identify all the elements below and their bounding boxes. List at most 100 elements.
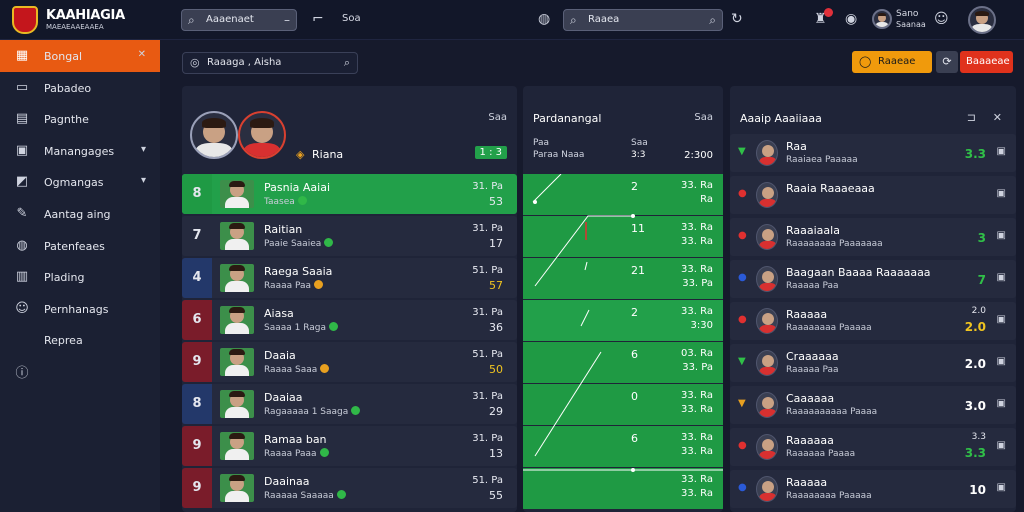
item-score: 3.0 xyxy=(964,399,986,413)
table-row[interactable]: 9 Ramaa ban Raaaa Paaa 31. Pa 13 xyxy=(182,426,517,466)
sidebar-item-3[interactable]: ▣ Manangages ▾ xyxy=(0,135,160,167)
player-subtitle: Paaie Saaiea xyxy=(264,238,334,249)
list-item[interactable]: ● Raaaiaala Raaaaaaaa Paaaaaaa 3 ▣ xyxy=(730,218,1016,256)
app-logo[interactable]: KAAHIAGIA MAEAEAAEAAEA xyxy=(12,6,162,34)
sidebar-item-6[interactable]: ◍ Patenfeaes xyxy=(0,230,160,262)
bookmark-icon[interactable]: ⊐ xyxy=(966,111,976,124)
list-item[interactable]: ▼ Craaaaaa Raaaaa Paa 2.0 ▣ xyxy=(730,344,1016,382)
list-item[interactable]: ● Raaaaa Raaaaaaaa Paaaaa 2.0 2.0 ▣ xyxy=(730,302,1016,340)
row-value-1: 31. Pa xyxy=(472,307,503,318)
player-avatar-1[interactable] xyxy=(190,111,238,159)
player-subtitle: Raaaa Paaa xyxy=(264,448,329,459)
list-item[interactable]: ● Raaaaa Raaaaaaaa Paaaaa 10 ▣ xyxy=(730,470,1016,508)
user-avatar-small[interactable] xyxy=(872,9,892,29)
logo-shield-icon xyxy=(12,6,38,34)
chevron-down-icon[interactable]: ▾ xyxy=(140,143,146,155)
match-row[interactable]: 11 33. Ra 33. Ra xyxy=(523,216,723,257)
table-row[interactable]: 9 Daainaa Raaaaa Saaaaa 51. Pa 55 xyxy=(182,468,517,508)
red-action-button[interactable]: Baaaeae xyxy=(960,51,1013,73)
list-item[interactable]: ● Baagaan Baaaa Raaaaaaa Raaaaa Paa 7 ▣ xyxy=(730,260,1016,298)
search-submit-icon[interactable]: ⌕ xyxy=(709,13,716,27)
sidebar-item-7[interactable]: ▥ Plading xyxy=(0,261,160,293)
row-value-2: 29 xyxy=(489,405,503,418)
item-name: Caaaaaa xyxy=(786,392,835,405)
sidebar-item-10[interactable]: ⓘ xyxy=(0,358,160,390)
expand-icon[interactable]: ▣ xyxy=(996,314,1006,325)
expand-icon[interactable]: ▣ xyxy=(996,188,1006,199)
table-row[interactable]: 6 Aiasa Saaaa 1 Raga 31. Pa 36 xyxy=(182,300,517,340)
top-link[interactable]: Soa xyxy=(342,13,361,24)
filter-input[interactable]: ◎ Raaaga , Aisha ⌕ xyxy=(182,52,358,74)
match-row[interactable]: 21 33. Ra 33. Pa xyxy=(523,258,723,299)
table-row[interactable]: 9 Daaia Raaaa Saaa 51. Pa 50 xyxy=(182,342,517,382)
row-value-2: 36 xyxy=(489,321,503,334)
search-text-secondary: Raaea xyxy=(588,14,620,25)
table-row[interactable]: 7 Raitian Paaie Saaiea 31. Pa 17 xyxy=(182,216,517,256)
player-sub-text: Raaaa Paaa xyxy=(264,449,317,459)
close-icon[interactable]: ✕ xyxy=(992,111,1002,124)
table-row[interactable]: 8 Daaiaa Ragaaaaa 1 Saaga 31. Pa 29 xyxy=(182,384,517,424)
item-score: 3 xyxy=(977,231,986,245)
player-avatar-2[interactable] xyxy=(238,111,286,159)
expand-icon[interactable]: ▣ xyxy=(996,398,1006,409)
item-subtitle: Raaaaaaaaaa Paaaa xyxy=(786,407,878,417)
help-icon[interactable]: ☺ xyxy=(934,11,949,27)
filter-text: Raaaga , Aisha xyxy=(207,57,282,68)
close-icon[interactable]: – xyxy=(284,13,290,27)
item-name: Raa xyxy=(786,140,807,153)
sidebar-item-2[interactable]: ▤ Pagnthe xyxy=(0,103,160,135)
red-action-label: Baaaeae xyxy=(966,56,1010,67)
orange-action-button[interactable]: ◯ Raaeae xyxy=(852,51,932,73)
sidebar-item-1[interactable]: ▭ Pabadeo xyxy=(0,72,160,104)
expand-icon[interactable]: ▣ xyxy=(996,356,1006,367)
match-header-text: Saa xyxy=(694,112,713,123)
profile-avatar[interactable] xyxy=(968,6,996,34)
list-item[interactable]: ● Raaia Raaaeaaa ▣ xyxy=(730,176,1016,214)
match-row[interactable]: 2 33. Ra Ra xyxy=(523,174,723,215)
expand-icon[interactable]: ▣ xyxy=(996,230,1006,241)
item-subtitle: Raaaaaa Paaaa xyxy=(786,449,856,459)
refresh-icon[interactable]: ↻ xyxy=(731,11,743,27)
table-row[interactable]: 8 Pasnia Aaiai Taasea 31. Pa 53 xyxy=(182,174,517,214)
match-value-b: Ra xyxy=(700,194,713,205)
expand-icon[interactable]: ▣ xyxy=(996,440,1006,451)
chevron-down-icon[interactable]: ▾ xyxy=(140,175,146,187)
match-row[interactable]: 6 03. Ra 33. Pa xyxy=(523,342,723,383)
match-title: Pardanangal xyxy=(533,112,602,125)
player-subtitle: Raaaa Saaa xyxy=(264,364,330,375)
sidebar-item-5[interactable]: ✎ Aantag aing xyxy=(0,198,160,230)
bookmark-icon[interactable]: ⌐ xyxy=(312,11,324,27)
sidebar-item-label: Pabadeo xyxy=(44,81,92,95)
sidebar-item-0[interactable]: ▦ Bongal ✕ xyxy=(0,40,160,72)
table-row[interactable]: 4 Raega Saaia Raaaa Paa 51. Pa 57 xyxy=(182,258,517,298)
settings-icon[interactable]: ◉ xyxy=(845,11,858,27)
row-value-1: 51. Pa xyxy=(472,265,503,276)
close-icon[interactable]: ✕ xyxy=(137,49,146,60)
match-row[interactable]: 6 33. Ra 33. Ra xyxy=(523,426,723,467)
sidebar-item-4[interactable]: ◩ Ogmangas ▾ xyxy=(0,166,160,198)
expand-icon[interactable]: ▣ xyxy=(996,482,1006,493)
toggle-button[interactable]: ⟳ xyxy=(936,51,958,73)
rank-indicator-icon: ▼ xyxy=(738,398,746,409)
search-icon[interactable]: ⌕ xyxy=(343,56,350,69)
item-score: 7 xyxy=(977,273,986,287)
search-input-main[interactable]: ⌕ Aaaenaet – xyxy=(181,9,297,31)
list-item[interactable]: ▼ Caaaaaa Raaaaaaaaaa Paaaa 3.0 ▣ xyxy=(730,386,1016,424)
progress-chart xyxy=(523,174,723,472)
match-row[interactable]: 0 33. Ra 33. Ra xyxy=(523,384,723,425)
bell-icon[interactable]: ♜ xyxy=(814,11,827,27)
sidebar-item-8[interactable]: ☺ Pernhanags xyxy=(0,293,160,325)
search-input-secondary[interactable]: ⌕ Raaea ⌕ xyxy=(563,9,723,31)
expand-icon[interactable]: ▣ xyxy=(996,146,1006,157)
row-value-1: 31. Pa xyxy=(472,181,503,192)
sidebar-item-9[interactable]: Reprea xyxy=(0,324,160,356)
match-row[interactable]: 33. Ra 33. Ra xyxy=(523,468,723,509)
globe-icon[interactable]: ◍ xyxy=(538,11,551,27)
expand-icon[interactable]: ▣ xyxy=(996,272,1006,283)
list-item[interactable]: ▼ Raa Raaiaea Paaaaa 3.3 ▣ xyxy=(730,134,1016,172)
match-row[interactable]: 2 33. Ra 3:30 xyxy=(523,300,723,341)
tick-2 xyxy=(580,309,590,327)
match-value-a: 33. Ra xyxy=(681,432,713,443)
avatar xyxy=(756,434,778,460)
list-item[interactable]: ● Raaaaaa Raaaaaa Paaaa 3.3 3.3 ▣ xyxy=(730,428,1016,466)
